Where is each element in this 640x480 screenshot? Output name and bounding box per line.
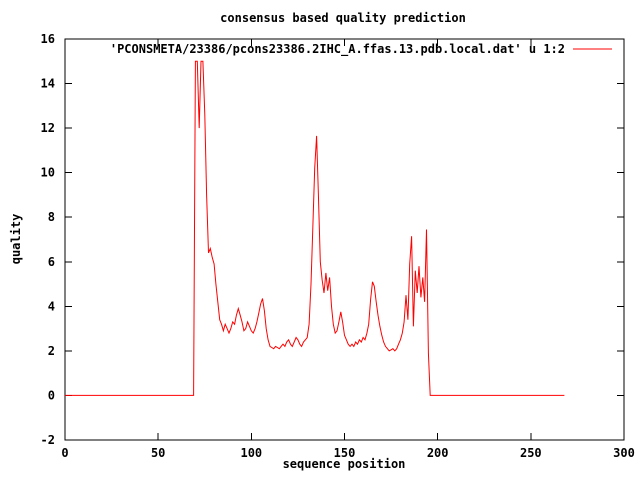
plot-area: 0 50 100 150 200 250 300 -2 0 2 4 6 8 10 12 14 16 <box>41 32 635 460</box>
y-tick-label: 10 <box>41 166 55 180</box>
y-tick-label: 2 <box>48 344 55 358</box>
x-tick-label: 150 <box>334 446 356 460</box>
y-tick-label: 12 <box>41 121 55 135</box>
x-tick-label: 250 <box>520 446 542 460</box>
y-tick-label: 14 <box>41 77 55 91</box>
x-tick-label: 50 <box>151 446 165 460</box>
y-tick-label: 6 <box>48 255 55 269</box>
data-line <box>65 60 565 396</box>
legend-label: 'PCONSMETA/23386/pcons23386.2IHC_A.ffas.… <box>110 42 565 57</box>
y-tick-label: 0 <box>48 388 55 402</box>
x-tick-label: 200 <box>427 446 449 460</box>
y-axis-label: quality <box>9 214 23 265</box>
x-axis-label: sequence position <box>283 457 406 471</box>
x-tick-label: 300 <box>613 446 635 460</box>
y-tick-label: 16 <box>41 32 55 46</box>
chart-title: consensus based quality prediction <box>220 11 466 25</box>
y-tick-label: -2 <box>41 433 55 447</box>
x-tick-label: 100 <box>240 446 262 460</box>
x-tick-label: 0 <box>61 446 68 460</box>
y-tick-label: 8 <box>48 210 55 224</box>
y-tick-label: 4 <box>48 299 55 313</box>
plot-border <box>64 38 625 441</box>
